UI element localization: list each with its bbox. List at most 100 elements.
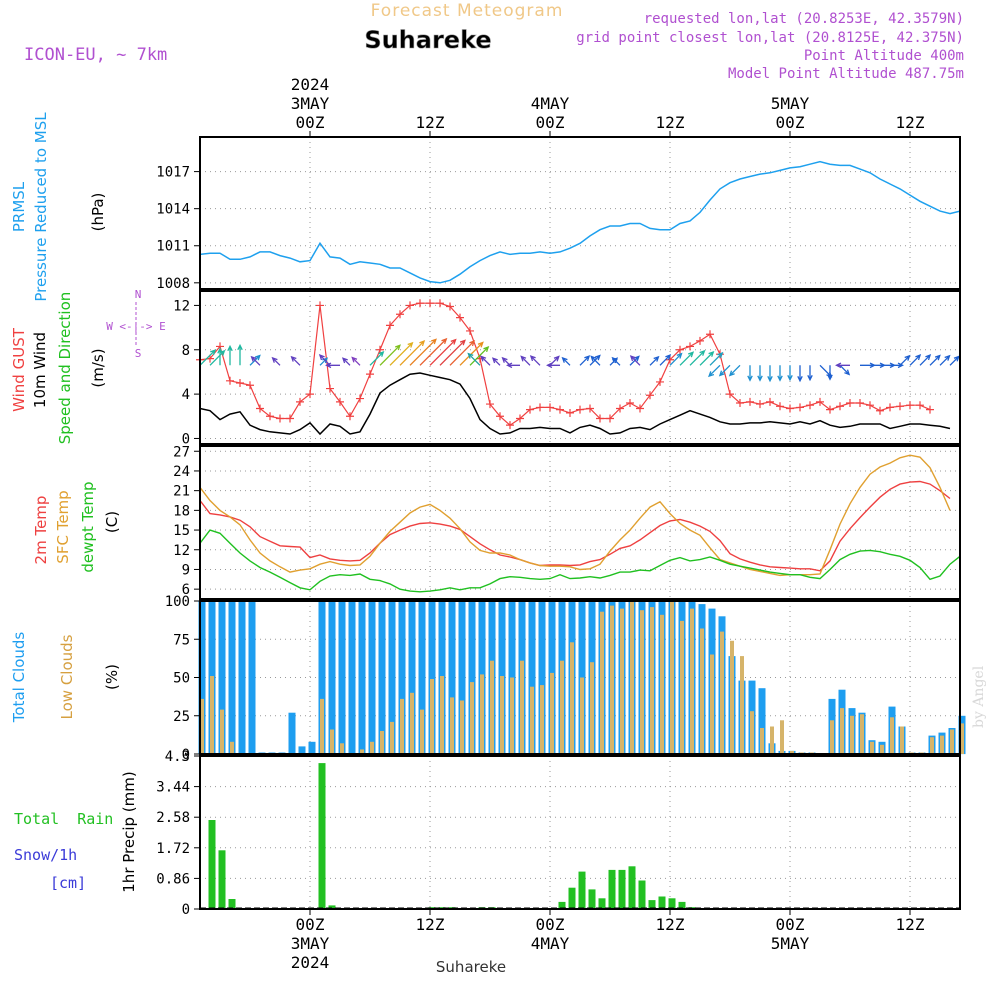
gust-marker [306, 390, 314, 399]
gust-marker [526, 405, 534, 414]
low-cloud-bar [500, 676, 504, 754]
y-tick-label: 2.58 [156, 810, 190, 826]
gust-marker [906, 401, 914, 410]
low-cloud-bar [660, 614, 664, 754]
low-cloud-bar [550, 672, 554, 754]
gust-marker [626, 398, 634, 407]
rain-bar [578, 871, 586, 909]
rain-bar [648, 900, 656, 909]
temp-label-2m: 2m Temp [32, 496, 50, 565]
wind-barb-arrow [217, 347, 223, 366]
compass-west-east: W <-|-> E [106, 320, 166, 333]
wind-label-dir: Speed and Direction [56, 292, 74, 445]
total-cloud-bar [418, 601, 426, 754]
low-cloud-bar [200, 698, 204, 754]
cloud-unit: (%) [103, 664, 121, 690]
wind-barb-arrow [728, 364, 741, 377]
gust-marker [326, 384, 334, 393]
gust-marker [736, 398, 744, 407]
low-cloud-bar [320, 698, 324, 754]
gust-marker [596, 414, 604, 423]
low-cloud-bar [650, 607, 654, 754]
gust-marker [446, 302, 454, 311]
rain-bar [228, 899, 236, 909]
rain-bar [558, 901, 566, 909]
gust-marker [356, 394, 364, 403]
wind-barb-arrow [439, 339, 466, 366]
gust-marker [866, 401, 874, 410]
wind-barb-arrow [227, 344, 233, 366]
temperature-labels: 2m Temp SFC Temp dewpt Temp (C) [32, 481, 121, 572]
gust-marker [826, 405, 834, 414]
gust-marker [856, 398, 864, 407]
gust-marker [436, 299, 444, 308]
y-tick-label: 21 [173, 484, 190, 500]
low-cloud-bar [700, 628, 704, 754]
wind-barb-arrow [767, 365, 773, 383]
total-cloud-bar [468, 601, 476, 754]
time-label-top: 00Z [536, 113, 565, 132]
gust-marker [406, 301, 414, 310]
low-cloud-bar [680, 620, 684, 754]
low-cloud-bar [230, 741, 234, 754]
temp-2m-line [199, 480, 951, 572]
time-label-bottom: 00Z [296, 915, 325, 934]
wind-barb-arrow [561, 356, 571, 366]
low-cloud-bar [220, 709, 224, 754]
y-tick-label: 15 [173, 523, 190, 539]
time-label-bottom: 00Z [776, 915, 805, 934]
y-tick-label: 0 [182, 902, 190, 918]
wind-barb-arrow [929, 354, 941, 366]
cloud-label-low: Low Clouds [58, 634, 76, 719]
wind-barb-arrow [341, 357, 351, 366]
total-cloud-bar [398, 601, 406, 754]
total-cloud-bar [218, 601, 226, 754]
rain-bar [608, 869, 616, 909]
rain-bar [328, 905, 336, 909]
low-cloud-bar [870, 741, 874, 754]
total-cloud-bar [538, 601, 546, 754]
gust-marker [256, 404, 264, 413]
y-tick-label: 24 [173, 464, 190, 480]
compass-south: S [135, 347, 142, 360]
low-cloud-bar [840, 708, 844, 754]
wind-barb-arrow [325, 362, 340, 369]
time-label-top: 12Z [896, 113, 925, 132]
wind-barb-arrow [469, 346, 490, 366]
total-cloud-bar [228, 601, 236, 754]
gust-marker [466, 326, 474, 335]
gust-marker [486, 400, 494, 409]
gust-marker [456, 313, 464, 322]
gust-marker [726, 390, 734, 399]
gust-marker [266, 412, 274, 421]
gust-marker [846, 398, 854, 407]
low-cloud-bar [490, 660, 494, 754]
time-label-bottom: 12Z [656, 915, 685, 934]
product-title: Forecast Meteogram [371, 1, 564, 21]
wind-barb-arrow [237, 343, 243, 366]
pressure-label-prmsl: PRMSL [10, 181, 28, 232]
low-cloud-bar [890, 717, 894, 754]
footer-station: Suhareke [436, 958, 506, 976]
wind-barb-arrow [899, 354, 911, 366]
gust-marker [636, 404, 644, 413]
total-cloud-bar [528, 601, 536, 754]
wind-barb-arrow [649, 355, 660, 366]
wind-barb-arrow [919, 354, 932, 366]
y-tick-label: 1014 [156, 202, 190, 218]
wind-barb-arrow [689, 349, 706, 366]
rain-bar [218, 850, 226, 909]
gust-marker [686, 342, 694, 351]
y-tick-label: 1008 [156, 276, 190, 292]
wind-barb-arrow [629, 355, 641, 366]
gust-marker [606, 414, 614, 423]
low-cloud-bar [450, 697, 454, 754]
wind-barb-arrow [590, 355, 601, 366]
total-cloud-bar [368, 601, 376, 754]
wind-barb-arrow [679, 351, 695, 366]
wind-barb-arrow [835, 362, 850, 369]
low-cloud-bar [740, 656, 744, 754]
gust-marker [246, 381, 254, 390]
panel-frame [199, 290, 961, 445]
low-cloud-bar [360, 749, 364, 754]
